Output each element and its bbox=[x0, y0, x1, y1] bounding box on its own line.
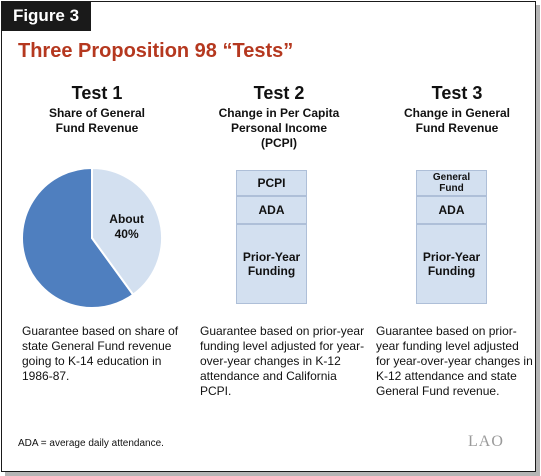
pcpi-block: PCPI bbox=[236, 170, 307, 196]
footnote: ADA = average daily attendance. bbox=[18, 438, 164, 449]
test-3-column: Test 3 Change in General Fund Revenue bbox=[372, 82, 541, 136]
figure-title: Three Proposition 98 “Tests” bbox=[18, 40, 294, 62]
test-3-description: Guarantee based on prior-year funding le… bbox=[376, 324, 533, 398]
test-3-label: Test 3 bbox=[431, 83, 483, 103]
ada-block: ADA bbox=[416, 196, 487, 224]
prior-year-funding-block: Prior-Year Funding bbox=[416, 224, 487, 304]
pie-slice-label: About 40% bbox=[109, 212, 144, 241]
test-2-column: Test 2 Change in Per Capita Personal Inc… bbox=[194, 82, 364, 151]
pie-remaining-share-slice bbox=[21, 166, 135, 309]
test-1-column: Test 1 Share of General Fund Revenue bbox=[12, 82, 182, 136]
test-1-subtitle: Share of General Fund Revenue bbox=[48, 106, 146, 135]
prior-year-funding-block: Prior-Year Funding bbox=[236, 224, 307, 304]
test-3-subtitle: Change in General Fund Revenue bbox=[403, 106, 511, 135]
test-2-description: Guarantee based on prior-year funding le… bbox=[200, 324, 365, 398]
test-1-description: Guarantee based on share of state Genera… bbox=[22, 324, 179, 383]
pie-k14-share-slice bbox=[91, 166, 163, 297]
ada-block: ADA bbox=[236, 196, 307, 224]
test-2-label: Test 2 bbox=[253, 83, 305, 103]
general-fund-block: General Fund bbox=[416, 170, 487, 196]
test-1-label: Test 1 bbox=[71, 83, 123, 103]
general-fund-share-pie: About 40% bbox=[21, 166, 163, 309]
test-2-subtitle: Change in Per Capita Personal Income (PC… bbox=[218, 106, 340, 150]
lao-logo: LAO bbox=[468, 433, 504, 450]
figure-label: Figure 3 bbox=[1, 1, 91, 31]
